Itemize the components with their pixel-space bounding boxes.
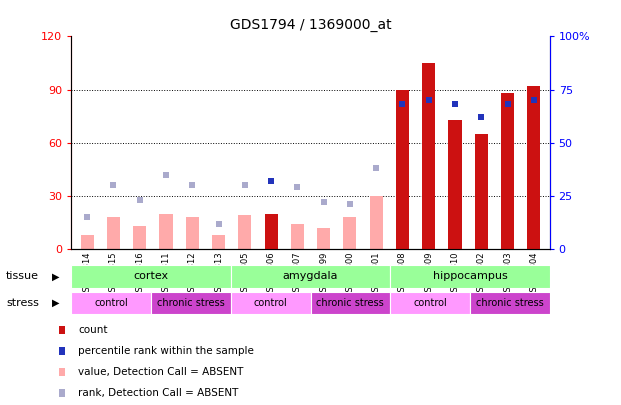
Text: amygdala: amygdala	[283, 271, 338, 281]
Text: ▶: ▶	[52, 298, 60, 308]
Text: value, Detection Call = ABSENT: value, Detection Call = ABSENT	[78, 367, 243, 377]
Text: tissue: tissue	[6, 271, 39, 281]
Bar	[186, 217, 199, 249]
Bar	[390, 292, 470, 314]
Bar	[265, 214, 278, 249]
Bar	[107, 217, 120, 249]
Bar	[317, 228, 330, 249]
Bar	[160, 214, 173, 249]
Bar	[133, 226, 147, 249]
Bar	[71, 292, 151, 314]
Text: hippocampus: hippocampus	[432, 271, 507, 281]
Bar	[310, 292, 390, 314]
Bar	[343, 217, 356, 249]
Text: control: control	[254, 298, 288, 308]
Text: count: count	[78, 325, 107, 335]
Text: cortex: cortex	[134, 271, 169, 281]
Bar	[474, 134, 488, 249]
Text: chronic stress: chronic stress	[476, 298, 543, 308]
Bar	[501, 93, 514, 249]
Bar	[448, 120, 461, 249]
Bar	[231, 292, 310, 314]
Text: ▶: ▶	[52, 271, 60, 281]
Bar	[231, 265, 390, 288]
Text: rank, Detection Call = ABSENT: rank, Detection Call = ABSENT	[78, 388, 238, 398]
Text: chronic stress: chronic stress	[317, 298, 384, 308]
Text: control: control	[413, 298, 447, 308]
Bar	[238, 215, 252, 249]
Bar	[81, 235, 94, 249]
Bar	[265, 215, 278, 249]
Bar	[212, 235, 225, 249]
Bar	[396, 90, 409, 249]
Bar	[470, 292, 550, 314]
Bar	[527, 86, 540, 249]
Bar	[291, 224, 304, 249]
Text: control: control	[94, 298, 128, 308]
Bar	[369, 196, 383, 249]
Text: percentile rank within the sample: percentile rank within the sample	[78, 346, 254, 356]
Text: chronic stress: chronic stress	[157, 298, 225, 308]
Text: GDS1794 / 1369000_at: GDS1794 / 1369000_at	[230, 18, 391, 32]
Bar	[422, 63, 435, 249]
Bar	[390, 265, 550, 288]
Text: stress: stress	[6, 298, 39, 308]
Bar	[151, 292, 231, 314]
Bar	[71, 265, 231, 288]
